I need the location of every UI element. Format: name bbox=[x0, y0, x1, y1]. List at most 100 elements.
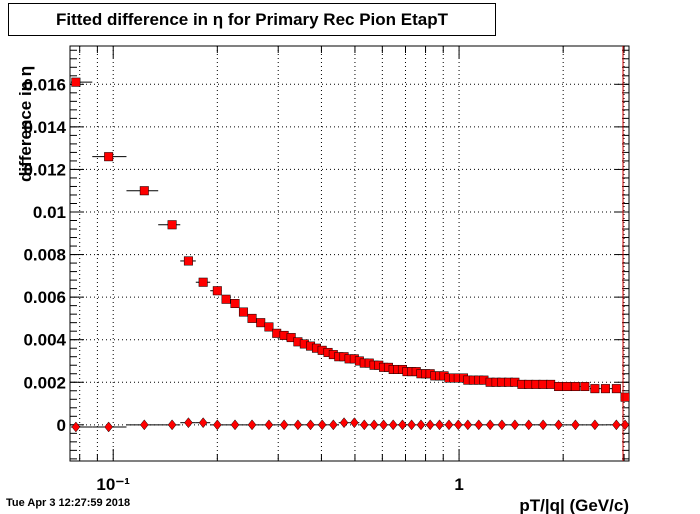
y-tick-label: 0.014 bbox=[23, 118, 66, 137]
data-point-square bbox=[497, 378, 506, 387]
data-point-diamond bbox=[71, 421, 81, 433]
data-point-diamond bbox=[398, 419, 407, 431]
data-point-diamond bbox=[350, 417, 359, 429]
data-point-square bbox=[306, 342, 315, 351]
data-point-diamond bbox=[524, 419, 534, 431]
data-point-square bbox=[463, 376, 472, 385]
data-point-square bbox=[421, 369, 430, 378]
data-point-square bbox=[318, 346, 327, 355]
data-point-square bbox=[287, 333, 296, 342]
y-tick-label: 0.008 bbox=[23, 246, 66, 265]
data-point-diamond bbox=[339, 417, 349, 429]
data-point-square bbox=[571, 382, 580, 391]
data-point-square bbox=[329, 350, 338, 359]
data-point-square bbox=[554, 382, 563, 391]
data-point-square bbox=[168, 220, 177, 229]
data-point-square bbox=[524, 380, 533, 389]
data-point-square bbox=[504, 378, 513, 387]
data-point-square bbox=[532, 380, 541, 389]
data-point-square bbox=[454, 374, 463, 382]
data-point-square bbox=[71, 78, 80, 87]
data-point-square bbox=[562, 382, 571, 391]
data-point-diamond bbox=[184, 417, 193, 429]
data-point-diamond bbox=[279, 419, 289, 431]
data-point-square bbox=[374, 361, 383, 370]
data-point-square bbox=[334, 352, 343, 361]
data-point-square bbox=[231, 299, 240, 308]
data-markers bbox=[71, 77, 630, 433]
data-point-diamond bbox=[474, 419, 484, 431]
data-point-diamond bbox=[453, 419, 463, 431]
data-point-square bbox=[239, 308, 248, 317]
data-point-diamond bbox=[485, 419, 495, 431]
data-point-diamond bbox=[388, 419, 398, 431]
data-point-diamond bbox=[359, 419, 369, 431]
data-point-square bbox=[474, 376, 483, 385]
data-point-square bbox=[449, 374, 458, 382]
x-tick-label: 1 bbox=[454, 475, 463, 494]
data-point-square bbox=[248, 314, 257, 323]
data-point-diamond bbox=[379, 419, 388, 431]
data-point-square bbox=[486, 378, 495, 387]
x-tick-label: 10⁻¹ bbox=[96, 475, 130, 494]
data-point-diamond bbox=[247, 419, 257, 431]
data-point-square bbox=[440, 371, 449, 380]
data-point-square bbox=[293, 337, 302, 346]
data-point-diamond bbox=[444, 419, 454, 431]
data-point-square bbox=[539, 380, 548, 389]
data-point-square bbox=[222, 295, 231, 304]
data-point-square bbox=[621, 393, 630, 402]
y-axis-title: difference in η bbox=[16, 66, 35, 182]
data-point-diamond bbox=[538, 419, 548, 431]
y-tick-label: 0.006 bbox=[23, 288, 66, 307]
data-point-diamond bbox=[497, 419, 507, 431]
data-point-square bbox=[365, 359, 374, 368]
data-point-diamond bbox=[317, 419, 327, 431]
data-point-diamond bbox=[369, 419, 379, 431]
data-point-diamond bbox=[293, 419, 303, 431]
data-point-diamond bbox=[463, 419, 473, 431]
data-point-square bbox=[389, 365, 398, 374]
data-point-square bbox=[393, 365, 402, 374]
data-point-diamond bbox=[213, 419, 222, 431]
data-point-square bbox=[312, 344, 321, 353]
data-point-square bbox=[272, 329, 281, 338]
data-point-diamond bbox=[104, 421, 113, 433]
data-point-square bbox=[469, 376, 478, 385]
data-point-square bbox=[517, 380, 526, 389]
data-point-square bbox=[492, 378, 501, 387]
data-point-square bbox=[360, 359, 369, 368]
y-tick-label: 0.01 bbox=[33, 203, 66, 222]
data-point-diamond bbox=[554, 419, 563, 431]
data-point-square bbox=[402, 367, 411, 376]
data-point-diamond bbox=[167, 419, 177, 431]
data-point-diamond bbox=[571, 419, 580, 431]
data-point-diamond bbox=[264, 419, 274, 431]
data-point-square bbox=[412, 367, 421, 376]
data-point-square bbox=[300, 339, 309, 348]
data-point-diamond bbox=[306, 419, 315, 431]
data-point-square bbox=[324, 348, 333, 357]
data-point-diamond bbox=[425, 419, 435, 431]
y-tick-label: 0 bbox=[57, 416, 66, 435]
data-point-square bbox=[264, 322, 273, 331]
data-point-diamond bbox=[612, 419, 621, 431]
data-point-diamond bbox=[416, 419, 426, 431]
tick-labels: 0 0.002 0.004 0.006 0.008 0.01 0.012 0.014 0.016… bbox=[23, 75, 463, 494]
data-point-square bbox=[340, 352, 349, 361]
data-point-square bbox=[398, 365, 407, 374]
y-tick-label: 0.012 bbox=[23, 160, 66, 179]
x-axis-title: pT/|q| (GeV/c) bbox=[519, 496, 629, 514]
data-point-diamond bbox=[198, 417, 208, 429]
data-point-square bbox=[104, 152, 113, 161]
data-point-square bbox=[379, 363, 388, 372]
y-tick-label: 0.002 bbox=[23, 373, 66, 392]
data-point-square bbox=[612, 384, 621, 393]
y-tick-label: 0.004 bbox=[23, 331, 66, 350]
data-point-diamond bbox=[510, 419, 520, 431]
data-point-square bbox=[345, 354, 354, 363]
data-point-square bbox=[350, 354, 359, 363]
plot-frame bbox=[69, 45, 630, 462]
data-point-square bbox=[601, 384, 610, 393]
